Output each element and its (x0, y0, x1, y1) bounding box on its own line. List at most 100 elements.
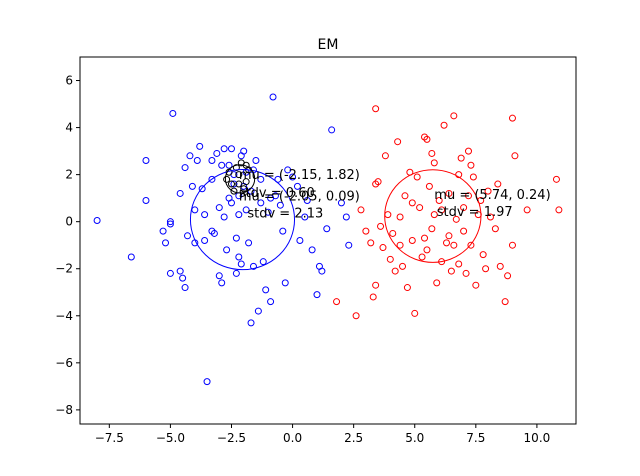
data-point-series-1 (227, 199, 235, 207)
data-point-series-2 (494, 180, 502, 188)
y-tick-label: 6 (65, 74, 73, 88)
data-point-series-1 (249, 262, 257, 270)
data-point-component-3 (242, 178, 250, 186)
data-point-series-1 (220, 213, 228, 221)
data-point-series-2 (452, 215, 460, 223)
data-point-series-1 (232, 234, 240, 242)
plot-contents (93, 93, 563, 386)
data-point-series-1 (323, 225, 331, 233)
data-point-series-2 (464, 147, 472, 155)
data-point-series-2 (469, 173, 477, 181)
x-axis: −7.5 −5.0 −2.5 0.0 2.5 5.0 7.5 10.0 (95, 424, 551, 445)
data-point-series-2 (425, 182, 433, 190)
data-point-component-3 (235, 180, 243, 188)
data-point-series-2 (423, 246, 431, 254)
cluster-annotation: stdv = 2.13 (247, 207, 323, 222)
data-point-series-2 (491, 225, 499, 233)
data-point-series-1 (262, 286, 270, 294)
data-point-series-1 (328, 126, 336, 134)
cluster-circle-1 (189, 168, 296, 271)
data-point-series-1 (237, 152, 245, 160)
data-point-series-2 (552, 175, 560, 183)
data-point-series-2 (508, 114, 516, 122)
x-tick-label: 0.0 (283, 431, 302, 445)
data-point-series-2 (418, 253, 426, 261)
data-point-series-1 (179, 274, 187, 282)
x-tick-label: 7.5 (466, 431, 485, 445)
cluster-annotation: stdv = 0.60 (239, 186, 315, 201)
data-point-series-1 (142, 157, 150, 165)
data-point-series-2 (462, 269, 470, 277)
data-point-series-2 (428, 149, 436, 157)
data-point-series-1 (230, 180, 238, 188)
data-point-series-2 (372, 105, 380, 113)
data-point-series-1 (208, 175, 216, 183)
data-point-series-1 (318, 267, 326, 275)
y-axis: −8 −6 −4 −2 0 2 4 6 (55, 74, 80, 417)
data-point-series-2 (555, 206, 563, 214)
x-tick-label: 10.0 (524, 431, 551, 445)
data-point-series-2 (435, 197, 443, 205)
data-point-series-2 (421, 133, 429, 141)
data-point-series-2 (372, 180, 380, 188)
data-point-series-2 (482, 265, 490, 273)
cluster-annotation: mu = (-2.05, 0.09) (239, 190, 360, 205)
data-point-series-1 (257, 199, 265, 207)
data-point-series-2 (401, 192, 409, 200)
data-point-series-2 (333, 298, 341, 306)
data-point-series-1 (220, 145, 228, 153)
data-point-series-2 (372, 281, 380, 289)
data-point-series-2 (408, 199, 416, 207)
data-point-series-1 (193, 157, 201, 165)
data-point-series-1 (235, 253, 243, 261)
data-point-series-2 (460, 204, 468, 212)
data-point-series-1 (181, 284, 189, 292)
data-point-series-1 (293, 182, 301, 190)
data-point-series-1 (227, 145, 235, 153)
data-point-series-1 (247, 319, 255, 327)
data-point-series-2 (464, 192, 472, 200)
data-point-series-1 (254, 307, 262, 315)
data-point-series-2 (357, 206, 365, 214)
data-point-series-2 (450, 241, 458, 249)
data-point-series-1 (215, 204, 223, 212)
data-point-series-2 (369, 293, 377, 301)
data-point-series-1 (166, 220, 174, 228)
data-point-series-2 (508, 241, 516, 249)
data-point-series-1 (276, 201, 284, 209)
cluster-circle-2 (384, 169, 482, 263)
data-point-component-3 (230, 187, 238, 195)
data-point-series-1 (232, 269, 240, 277)
data-point-series-2 (396, 241, 404, 249)
data-point-series-1 (218, 161, 226, 169)
data-point-component-3 (232, 164, 240, 172)
cluster-annotation: stdv = 1.97 (437, 205, 513, 220)
data-point-series-2 (391, 267, 399, 275)
data-point-series-2 (455, 260, 463, 268)
data-point-series-2 (447, 267, 455, 275)
data-point-series-2 (379, 244, 387, 252)
data-point-series-1 (242, 206, 250, 214)
data-point-series-1 (303, 197, 311, 205)
y-tick-label: 4 (65, 121, 73, 135)
data-point-series-2 (523, 206, 531, 214)
data-point-series-2 (501, 298, 509, 306)
data-point-series-1 (342, 213, 350, 221)
data-point-series-2 (377, 222, 385, 230)
data-point-series-2 (416, 204, 424, 212)
data-point-series-1 (169, 109, 177, 117)
data-point-series-2 (472, 281, 480, 289)
data-point-series-1 (264, 208, 272, 216)
data-point-series-2 (362, 227, 370, 235)
data-point-series-2 (479, 251, 487, 259)
data-point-component-3 (240, 185, 248, 193)
data-point-series-2 (445, 232, 453, 240)
data-point-series-2 (408, 237, 416, 244)
data-point-series-1 (267, 298, 275, 306)
data-point-series-1 (223, 246, 231, 254)
data-point-series-2 (352, 312, 360, 320)
data-point-series-2 (433, 279, 441, 287)
data-point-series-2 (367, 239, 375, 247)
data-point-series-2 (467, 241, 475, 249)
